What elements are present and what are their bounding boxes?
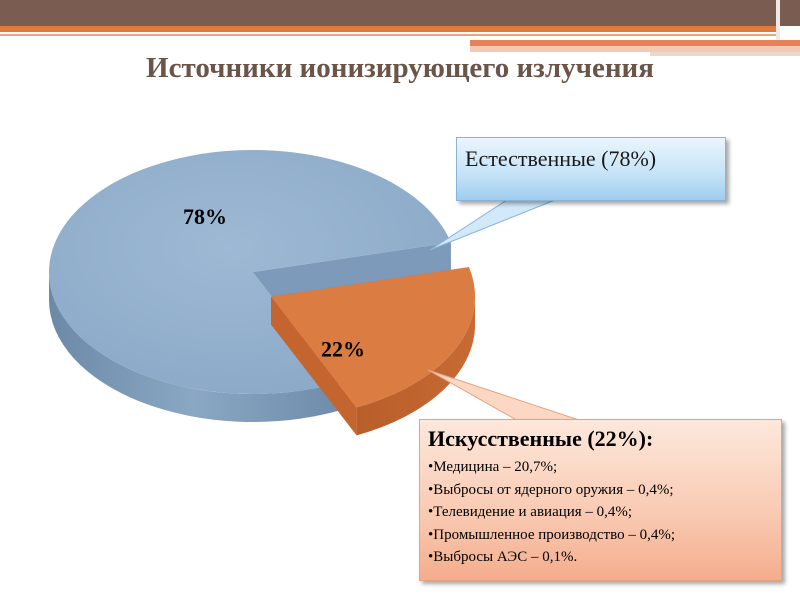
list-item: Медицина – 20,7%; — [428, 456, 781, 479]
top-stripe — [470, 46, 800, 52]
list-item: Телевидение и авиация – 0,4%; — [428, 501, 781, 524]
slide-title: Источники ионизирующего излучения — [146, 52, 654, 84]
pie-slice-artificial-edge — [271, 296, 357, 436]
natural-callout-text: Естественные (78%) — [465, 146, 657, 171]
list-item: Промышленное производство – 0,4%; — [428, 524, 781, 547]
top-stripe — [650, 52, 800, 56]
natural-callout-pointer — [429, 197, 561, 251]
artificial-sources-list: Медицина – 20,7%; Выбросы от ядерного ор… — [428, 456, 781, 569]
artificial-callout-heading: Искусственные (22%): — [428, 426, 654, 451]
pie-slice-natural — [48, 149, 451, 394]
data-label: 22% — [321, 337, 365, 362]
pie-slice-natural-side — [49, 272, 339, 422]
top-decor-bar — [0, 0, 800, 26]
pie-slice-artificial-side — [356, 296, 476, 436]
artificial-callout-pointer — [427, 369, 586, 423]
list-item: Выбросы от ядерного оружия – 0,4%; — [428, 479, 781, 502]
top-stripe — [470, 40, 800, 46]
top-accent-bar — [0, 26, 780, 32]
pie-slice-natural-edge — [253, 242, 451, 300]
pie-slice-artificial — [271, 267, 476, 408]
list-item: Выбросы АЭС – 0,1%. — [428, 546, 781, 569]
top-accent-line — [0, 34, 780, 36]
corner-decor — [776, 0, 780, 40]
natural-sources-callout: Естественные (78%) — [456, 137, 726, 201]
data-label: 78% — [183, 204, 227, 229]
artificial-sources-callout: Искусственные (22%): Медицина – 20,7%; В… — [419, 419, 782, 581]
